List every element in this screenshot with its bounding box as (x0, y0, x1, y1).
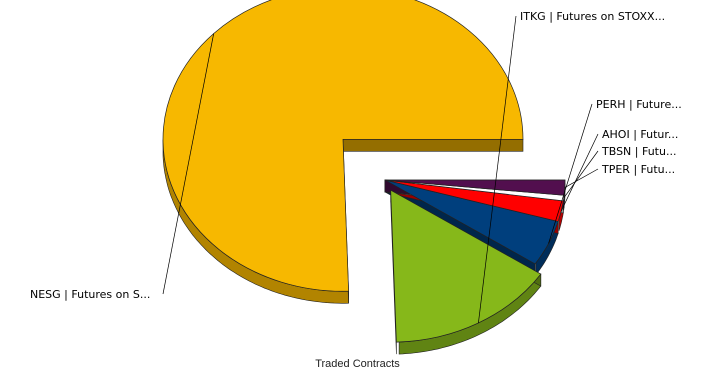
slice-6[interactable] (384, 179, 566, 196)
label-leader (563, 150, 599, 199)
label-leader (548, 103, 593, 244)
slice-label: TBSN | Futu... (601, 145, 676, 158)
slice-edge (342, 138, 524, 152)
slice-label: NESG | Futures on S... (30, 288, 150, 301)
pie-labels: NESG | Futures on S... ITKG | Futures on … (30, 10, 682, 324)
label-leader (564, 168, 599, 188)
slice-label: TPER | Futu... (601, 163, 675, 176)
label-leader (560, 133, 599, 212)
slice-label: PERH | Future... (596, 98, 682, 111)
slice-label: ITKG | Futures on STOXX... (520, 10, 665, 23)
slice-label: AHOI | Futur... (602, 128, 678, 141)
slice-1[interactable] (162, 0, 524, 292)
label-leader (478, 15, 517, 324)
chart-title: Traded Contracts (315, 358, 400, 370)
label-leader (162, 33, 215, 295)
pie-tops (162, 0, 566, 343)
